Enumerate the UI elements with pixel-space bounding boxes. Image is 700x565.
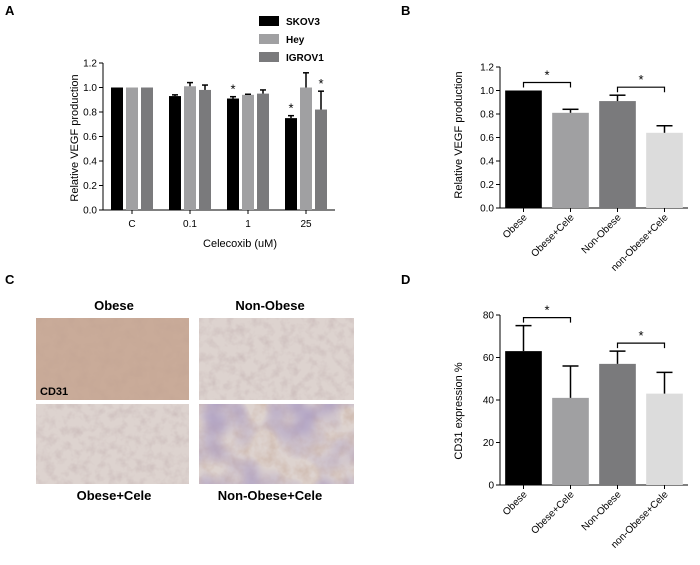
micrograph-purple-regions [199, 404, 354, 484]
significance-star: * [544, 303, 549, 318]
panel-label-a: A [5, 3, 15, 18]
significance-bracket [522, 317, 572, 323]
micrograph-caption-obese-cele: Obese+Cele [77, 488, 152, 503]
significance-bracket [522, 81, 572, 88]
y-tick-label: 0.4 [83, 157, 97, 168]
y-tick-label: 40 [483, 396, 495, 407]
micrograph-non-obese [199, 318, 354, 400]
y-tick-label: 1.2 [83, 59, 97, 70]
y-tick-label: 0.2 [480, 180, 494, 191]
micrograph-texture [36, 318, 189, 400]
x-tick-label: 1 [245, 219, 251, 230]
bar [599, 363, 636, 485]
bar [300, 87, 312, 210]
y-tick-label: 20 [483, 438, 495, 449]
y-tick-label: 0 [488, 481, 494, 492]
chart-panel-d: CD31 expression % 0 20 40 60 80 Obese Obese+Ce… [453, 303, 688, 551]
legend-swatch [259, 16, 279, 26]
y-tick-label: 60 [483, 353, 495, 364]
micrograph-non-obese-cele [199, 404, 354, 484]
legend-label: Hey [286, 35, 305, 46]
x-tick-label: Non-Obese [580, 212, 624, 256]
y-tick-label: 0.2 [83, 181, 97, 192]
x-tick-label: Obese [501, 489, 530, 518]
bar [315, 109, 327, 210]
y-tick-label: 1.0 [83, 83, 97, 94]
x-tick-label: 25 [300, 219, 312, 230]
micrograph-texture [36, 404, 189, 484]
y-axis-label: CD31 expression % [453, 362, 465, 459]
chart-panel-a: Relative VEGF production Celecoxib (uM) … [69, 16, 335, 250]
y-tick-label: 0.0 [480, 204, 494, 215]
bar [141, 87, 153, 210]
x-tick-label: Obese [501, 212, 530, 241]
bar [552, 397, 589, 485]
x-tick-label: Non-Obese [580, 489, 624, 533]
chart-panel-b: Relative VEGF production 0.0 0.2 0.4 0.6 0.8… [453, 63, 688, 274]
micrograph-obese-cele [36, 404, 189, 484]
micrograph-caption-non-obese-cele: Non-Obese+Cele [218, 488, 322, 503]
micrograph-caption-obese: Obese [94, 298, 134, 313]
y-axis-label: Relative VEGF production [453, 71, 465, 198]
significance-star: * [638, 328, 643, 343]
y-tick-label: 0.4 [480, 157, 494, 168]
x-tick-label: Obese+Cele [529, 212, 577, 260]
bar [646, 393, 683, 485]
bar [199, 89, 211, 210]
stain-label: CD31 [40, 386, 68, 398]
bar [505, 351, 542, 485]
bar [111, 87, 123, 210]
bar [169, 96, 181, 210]
bar [126, 87, 138, 210]
legend-swatch [259, 34, 279, 44]
y-axis-label: Relative VEGF production [69, 74, 81, 201]
micrograph-caption-non-obese: Non-Obese [235, 298, 304, 313]
bar [257, 93, 269, 210]
y-tick-label: 80 [483, 311, 495, 322]
panel-label-c: C [5, 272, 15, 287]
panel-label-d: D [401, 272, 410, 287]
bar [599, 101, 636, 208]
bar [646, 132, 683, 208]
legend-label: IGROV1 [286, 53, 324, 64]
bar [242, 94, 254, 210]
legend-swatch [259, 52, 279, 62]
x-tick-label: 0.1 [183, 219, 197, 230]
bar [184, 86, 196, 210]
y-tick-label: 1.2 [480, 63, 494, 74]
significance-bracket [616, 86, 666, 93]
micrograph-panel-c: Obese Non-Obese Obese+Cele Non-Obese+Cel… [36, 298, 354, 503]
y-tick-label: 0.6 [480, 133, 494, 144]
y-tick-label: 0.6 [83, 132, 97, 143]
x-tick-label: C [128, 219, 135, 230]
significance-star: * [288, 101, 293, 116]
bar [285, 118, 297, 210]
y-tick-label: 0.8 [480, 110, 494, 121]
y-tick-label: 0.8 [83, 108, 97, 119]
micrograph-obese: CD31 [36, 318, 189, 400]
significance-star: * [318, 76, 323, 91]
significance-bracket [616, 342, 666, 349]
legend-label: SKOV3 [286, 17, 320, 28]
significance-star: * [230, 82, 235, 97]
y-tick-label: 1.0 [480, 86, 494, 97]
significance-star: * [638, 72, 643, 87]
significance-star: * [544, 68, 549, 83]
panel-label-b: B [401, 3, 410, 18]
y-tick-label: 0.0 [83, 206, 97, 217]
legend: SKOV3 Hey IGROV1 [259, 16, 324, 64]
bar [552, 112, 589, 208]
x-axis-label: Celecoxib (uM) [203, 238, 277, 250]
micrograph-texture [199, 318, 354, 400]
bar [227, 98, 239, 210]
bar [505, 90, 542, 208]
x-tick-label: Obese+Cele [529, 489, 577, 537]
